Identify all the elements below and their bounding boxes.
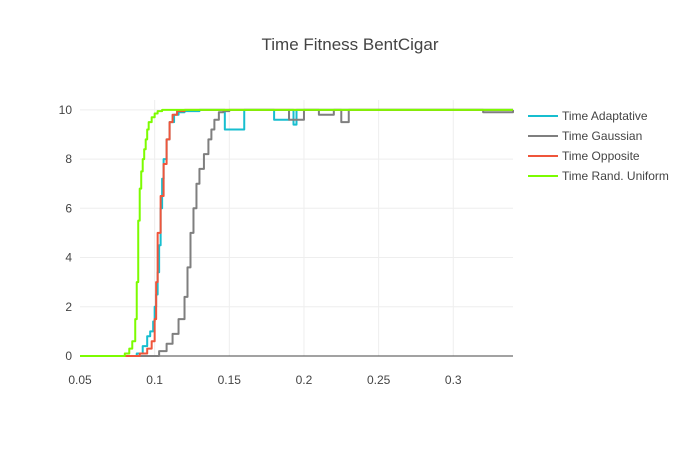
y-tick-label: 6 <box>65 201 72 215</box>
x-tick-label: 0.25 <box>367 373 391 387</box>
y-tick-label: 8 <box>65 152 72 166</box>
y-tick-label: 4 <box>65 251 72 265</box>
axes: 0.05 0.1 0.15 0.2 0.25 0.3 0 2 4 6 8 10 <box>59 103 513 387</box>
legend-label-4: Time Rand. Uniform <box>562 169 669 183</box>
y-tick-label: 10 <box>59 103 73 117</box>
plot-area <box>80 108 514 357</box>
legend-label-2: Time Gaussian <box>562 129 642 143</box>
x-tick-label: 0.05 <box>68 373 92 387</box>
y-tick-label: 0 <box>65 349 72 363</box>
series-line-4 <box>80 108 513 357</box>
legend-label-3: Time Opposite <box>562 149 640 163</box>
y-tick-label: 2 <box>65 300 72 314</box>
x-tick-label: 0.1 <box>146 373 163 387</box>
x-tick-label: 0.3 <box>445 373 462 387</box>
x-tick-label: 0.2 <box>296 373 313 387</box>
legend: Time Adaptative Time Gaussian Time Opposit… <box>528 109 669 183</box>
chart-title: Time Fitness BentCigar <box>262 35 439 54</box>
legend-label-1: Time Adaptative <box>562 109 648 123</box>
x-tick-label: 0.15 <box>218 373 242 387</box>
